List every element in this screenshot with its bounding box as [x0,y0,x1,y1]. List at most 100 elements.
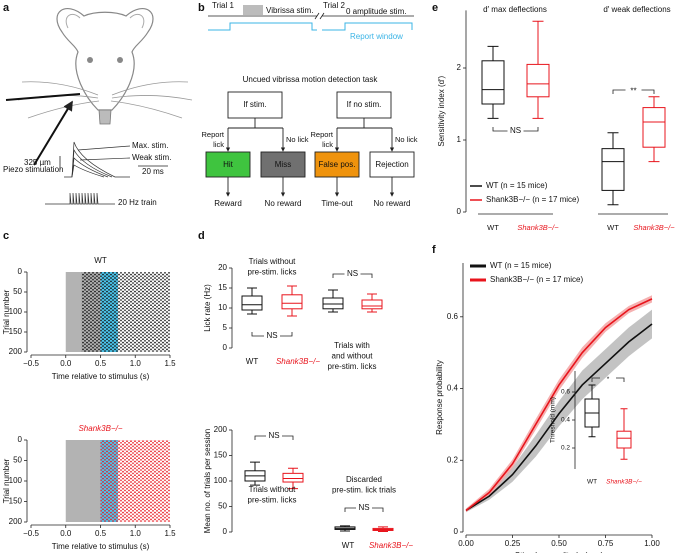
panel-label: e [432,2,438,14]
result: Time-out [321,199,353,208]
branch-label: No lick [286,135,309,144]
y-tick-label: 50 [13,456,22,465]
x-tick-label: Shank3B−/− [276,357,320,366]
stim-train [243,5,263,15]
bracket [344,507,384,512]
whisker [250,461,260,471]
piezo-arrow [33,100,73,166]
x-tick-label: WT [246,357,259,366]
group-title: pre-stim. lick trials [332,486,396,495]
outcome: Hit [223,160,234,169]
y-tick-label: 15 [218,283,227,292]
y-tick-label: 100 [214,476,228,485]
condition: If stim. [243,100,267,109]
label: 0 amplitude stim. [346,7,406,16]
panel-b: Trial 1 Vibrissa stim. Trial 2 0 amplitu… [201,1,417,208]
panel-a: Piezo stimulation 325 µm Max. stim. Weak… [3,7,193,207]
whisker [648,147,660,163]
x-tick-label: −0.5 [23,359,39,368]
box [601,148,625,191]
branch [228,118,283,129]
group-title: Trials without [249,485,297,494]
group-title: and without [332,352,374,361]
group-title: pre-stim. licks [328,362,377,371]
group-title: d′ weak deflections [603,5,670,14]
condition: If no stim. [347,100,382,109]
axis-label: Trial number [2,289,11,334]
y-tick-label: 150 [214,451,228,460]
label: Uncued vibrissa motion detection task [243,75,379,84]
bracket [332,273,373,278]
report-window-trace [208,22,413,31]
y-tick-label: 100 [9,307,23,316]
group-title: pre-stim. licks [248,268,297,277]
group-title: pre-stim. licks [248,496,297,505]
y-tick-label: 200 [9,517,23,526]
group-title: Trials without [249,257,297,266]
y-tick-label: 50 [218,502,227,511]
axis-label: Sensitivity index (d′) [437,75,446,146]
x-tick-label: 0.25 [505,539,521,548]
y-tick-label: 0.6 [561,389,570,396]
y-tick-label: 2 [457,63,462,72]
x-tick-label: 0.5 [95,529,107,538]
lick-events [100,440,170,522]
x-tick-label: 0.0 [60,529,72,538]
label: 20 ms [142,167,164,176]
whisker [487,45,499,61]
mouse-head [56,7,154,111]
whisker [532,96,544,119]
bracket [612,89,655,94]
x-tick-label: Shank3B−/− [606,479,642,486]
branch-label: lick [213,140,224,149]
legend-label: Shank3B−/− (n = 17 mice) [490,275,584,284]
outcome-box [260,151,306,178]
y-tick-label: 100 [9,476,23,485]
x-tick-label: 0.00 [458,539,474,548]
result: Reward [214,199,242,208]
annotation: ** [630,87,636,96]
whisker [620,448,628,460]
x-tick-label: WT [342,541,355,550]
annotation: * [607,376,610,383]
panel-label: a [3,2,10,14]
x-tick-label: 1.0 [130,529,142,538]
fit-line [465,298,653,512]
box [526,63,550,98]
outcome: False pos. [319,160,356,169]
whisker [250,481,260,486]
x-axis-label: Time relative to stimulus (s) [52,372,150,381]
y-tick-label: 50 [13,287,22,296]
legend-label: WT (n = 15 mice) [486,181,548,190]
outcome-box [314,151,360,178]
branch [337,118,392,129]
y-tick-label: 150 [9,327,23,336]
whisker [487,104,499,119]
group-title: Trials with [334,341,370,350]
label: Report window [350,32,403,41]
x-tick-label: 0.5 [95,359,107,368]
whisker [607,132,619,149]
legend-label: Shank3B−/− (n = 17 mice) [486,195,580,204]
label: 325 µm [24,158,51,167]
piezo [98,109,112,125]
x-tick-label: 1.5 [164,529,176,538]
x-tick-label: 1.0 [130,359,142,368]
x-axis-label: Time relative to stimulus (s) [52,542,150,551]
y-tick-label: 0 [18,435,23,444]
y-tick-label: 200 [9,347,23,356]
x-tick-label: 1.00 [644,539,660,548]
panel-label: c [3,230,9,242]
x-tick-label: WT [487,223,499,232]
bracket [254,435,294,440]
branch-label: lick [322,140,333,149]
axis-label: Response probability [435,360,444,435]
branch-label: Report [201,130,224,139]
box [642,107,666,148]
whisker [287,308,297,317]
whisker [288,467,298,474]
eye [87,57,93,63]
outcome: Miss [275,160,291,169]
